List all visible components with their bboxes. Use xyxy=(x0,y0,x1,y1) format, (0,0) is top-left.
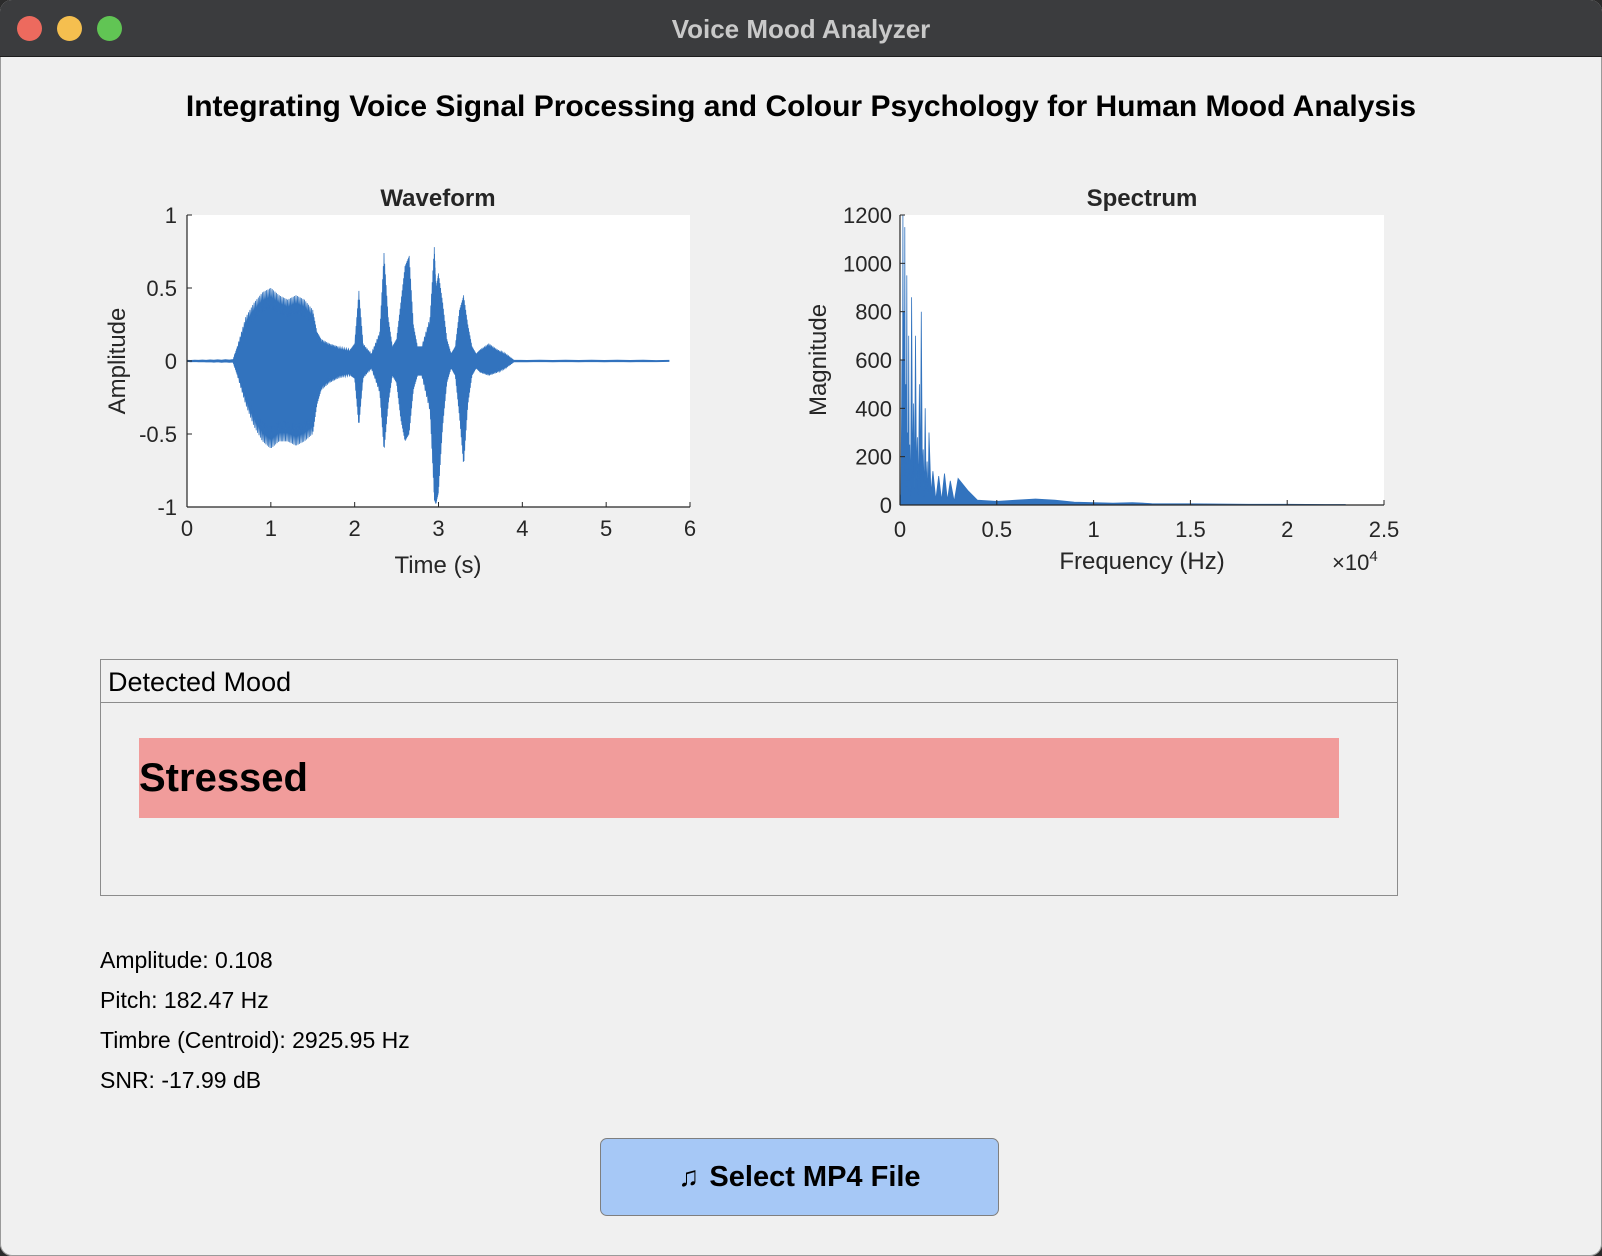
minimize-window-button[interactable] xyxy=(57,16,82,41)
timbre-metric: Timbre (Centroid): 2925.95 Hz xyxy=(100,1027,410,1053)
select-mp4-label: Select MP4 File xyxy=(709,1160,921,1193)
waveform-x-label: Time (s) xyxy=(394,552,481,579)
waveform-x-tick-label: 3 xyxy=(432,516,444,541)
waveform-x-tick-label: 1 xyxy=(265,516,277,541)
mood-label: Stressed xyxy=(139,756,308,800)
waveform-y-tick-label: 1 xyxy=(165,203,177,228)
waveform-y-tick-label: -1 xyxy=(157,495,177,520)
pitch-metric: Pitch: 182.47 Hz xyxy=(100,987,269,1013)
waveform-y-tick-label: -0.5 xyxy=(139,422,177,447)
mood-color-indicator: Stressed xyxy=(139,738,1339,818)
waveform-x-tick-label: 0 xyxy=(181,516,193,541)
waveform-title: Waveform xyxy=(380,185,495,212)
waveform-y-tick-label: 0 xyxy=(165,349,177,374)
window-title: Voice Mood Analyzer xyxy=(671,14,931,44)
select-mp4-button[interactable]: ♫ Select MP4 File xyxy=(600,1138,999,1216)
waveform-y-label: Amplitude xyxy=(104,308,131,415)
snr-metric: SNR: -17.99 dB xyxy=(100,1067,262,1093)
amplitude-metric: Amplitude: 0.108 xyxy=(100,947,273,973)
title-bar[interactable]: Voice Mood Analyzer xyxy=(0,0,1602,57)
waveform-x-tick-label: 2 xyxy=(349,516,361,541)
waveform-x-tick-label: 4 xyxy=(516,516,528,541)
detected-mood-panel: Detected Mood Stressed xyxy=(100,659,1398,896)
close-window-button[interactable] xyxy=(17,16,42,41)
waveform-signal xyxy=(186,247,670,504)
app-heading: Integrating Voice Signal Processing and … xyxy=(185,90,1417,123)
detected-mood-header: Detected Mood xyxy=(101,660,1397,703)
waveform-y-tick-label: 0.5 xyxy=(146,276,177,301)
maximize-window-button[interactable] xyxy=(97,16,122,41)
detected-mood-title: Detected Mood xyxy=(108,667,292,697)
music-note-icon: ♫ xyxy=(678,1161,700,1192)
waveform-x-tick-label: 5 xyxy=(600,516,612,541)
waveform-x-tick-label: 6 xyxy=(684,516,696,541)
